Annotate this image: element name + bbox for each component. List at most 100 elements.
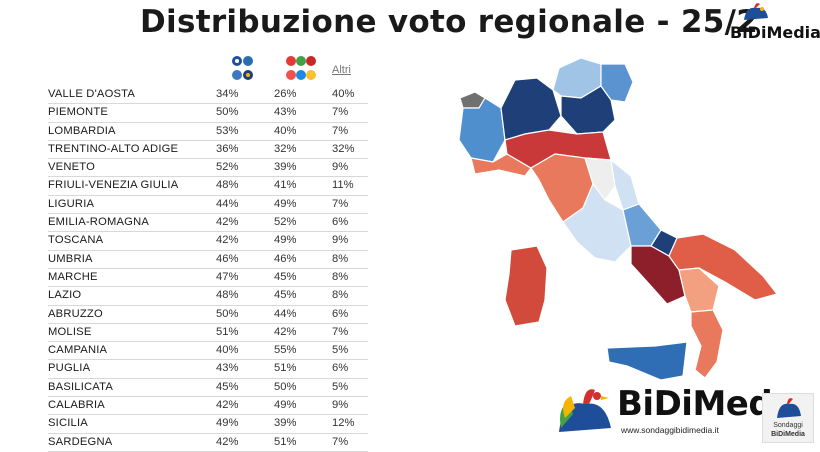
others-share: 8%	[332, 250, 368, 269]
center-left-share: 49%	[274, 231, 332, 251]
center-right-share: 53%	[216, 122, 274, 141]
center-right-share: 49%	[216, 414, 274, 434]
region-name: SARDEGNA	[48, 433, 216, 452]
table-row: PUGLIA 43% 51% 6%	[48, 359, 368, 379]
region-name: SICILIA	[48, 414, 216, 434]
center-left-share: 51%	[274, 359, 332, 379]
table-row: LIGURIA 44% 49% 7%	[48, 195, 368, 215]
column-header-altri: Altri	[332, 64, 351, 76]
center-left-share: 32%	[274, 140, 332, 160]
center-left-share: 44%	[274, 305, 332, 324]
region-name: MARCHE	[48, 268, 216, 288]
map-region-umbria	[584, 157, 616, 202]
brand-logo-bottom: BiDiMed www.sondaggibidimedia.it	[555, 378, 773, 440]
brand-name: BiDiMedia	[730, 23, 820, 42]
center-right-share: 42%	[216, 433, 274, 452]
center-left-share: 49%	[274, 195, 332, 215]
region-name: LIGURIA	[48, 195, 216, 215]
table-row: TRENTINO-ALTO ADIGE 36% 32% 32%	[48, 140, 368, 160]
others-share: 7%	[332, 103, 368, 123]
region-name: PIEMONTE	[48, 103, 216, 123]
region-name: ABRUZZO	[48, 305, 216, 324]
corner-label-1: Sondaggi	[773, 422, 803, 429]
table-row: EMILIA-ROMAGNA 42% 52% 6%	[48, 213, 368, 233]
brand-logo-top: BiDiMedia	[730, 0, 820, 45]
brand-url: www.sondaggibidimedia.it	[621, 425, 719, 435]
others-share: 9%	[332, 158, 368, 178]
center-right-share: 44%	[216, 195, 274, 215]
others-share: 6%	[332, 305, 368, 324]
map-region-sicilia	[606, 341, 688, 380]
center-right-share: 36%	[216, 140, 274, 160]
center-right-share: 50%	[216, 305, 274, 324]
corner-brand-badge: Sondaggi BiDiMedia	[762, 393, 814, 443]
others-share: 7%	[332, 195, 368, 215]
center-left-share: 26%	[274, 86, 332, 105]
table-row: ABRUZZO 50% 44% 6%	[48, 305, 368, 324]
table-row: CALABRIA 42% 49% 9%	[48, 396, 368, 416]
table-row: UMBRIA 46% 46% 8%	[48, 250, 368, 269]
region-name: FRIULI-VENEZIA GIULIA	[48, 176, 216, 196]
map-region-veneto	[560, 85, 616, 135]
others-share: 6%	[332, 213, 368, 233]
table-row: PIEMONTE 50% 43% 7%	[48, 103, 368, 123]
table-row: VALLE D'AOSTA 34% 26% 40%	[48, 86, 368, 105]
others-share: 11%	[332, 176, 368, 196]
corner-label-2: BiDiMedia	[771, 431, 805, 438]
map-region-puglia	[668, 233, 779, 301]
region-name: LAZIO	[48, 286, 216, 306]
others-share: 7%	[332, 323, 368, 343]
others-share: 5%	[332, 341, 368, 361]
region-name: PUGLIA	[48, 359, 216, 379]
region-name: EMILIA-ROMAGNA	[48, 213, 216, 233]
rooster-icon	[559, 389, 611, 432]
region-name: VENETO	[48, 158, 216, 178]
center-left-share: 39%	[274, 158, 332, 178]
coalition-center-left-logos	[284, 55, 318, 88]
others-share: 6%	[332, 359, 368, 379]
party-logos-icon	[232, 56, 253, 80]
others-share: 7%	[332, 122, 368, 141]
center-left-share: 51%	[274, 433, 332, 452]
center-right-share: 47%	[216, 268, 274, 288]
center-right-share: 43%	[216, 359, 274, 379]
chart-title: Distribuzione voto regionale - 25/2	[140, 4, 759, 40]
center-right-share: 50%	[216, 103, 274, 123]
rooster-icon	[744, 3, 768, 20]
table-row: LOMBARDIA 53% 40% 7%	[48, 122, 368, 141]
others-share: 8%	[332, 268, 368, 288]
center-left-share: 55%	[274, 341, 332, 361]
center-left-share: 45%	[274, 286, 332, 306]
region-name: CAMPANIA	[48, 341, 216, 361]
center-left-share: 40%	[274, 122, 332, 141]
center-right-share: 42%	[216, 213, 274, 233]
center-left-share: 50%	[274, 378, 332, 398]
region-name: MOLISE	[48, 323, 216, 343]
table-row: LAZIO 48% 45% 8%	[48, 286, 368, 306]
center-left-share: 49%	[274, 396, 332, 416]
center-right-share: 42%	[216, 396, 274, 416]
table-row: BASILICATA 45% 50% 5%	[48, 378, 368, 398]
table-row: VENETO 52% 39% 9%	[48, 158, 368, 178]
center-left-share: 41%	[274, 176, 332, 196]
rooster-icon	[777, 398, 801, 418]
map-region-sardegna	[504, 245, 548, 327]
center-left-share: 46%	[274, 250, 332, 269]
center-left-share: 45%	[274, 268, 332, 288]
party-logos-icon	[286, 56, 316, 80]
center-right-share: 51%	[216, 323, 274, 343]
center-left-share: 39%	[274, 414, 332, 434]
map-region-piemonte	[458, 97, 506, 163]
center-right-share: 45%	[216, 378, 274, 398]
region-name: VALLE D'AOSTA	[48, 86, 216, 105]
table-row: MARCHE 47% 45% 8%	[48, 268, 368, 288]
center-left-share: 43%	[274, 103, 332, 123]
others-share: 5%	[332, 378, 368, 398]
map-region-friuli-venezia-giulia	[600, 63, 634, 103]
region-name: UMBRIA	[48, 250, 216, 269]
others-share: 9%	[332, 396, 368, 416]
others-share: 8%	[332, 286, 368, 306]
table-row: CAMPANIA 40% 55% 5%	[48, 341, 368, 361]
region-name: CALABRIA	[48, 396, 216, 416]
center-right-share: 48%	[216, 176, 274, 196]
